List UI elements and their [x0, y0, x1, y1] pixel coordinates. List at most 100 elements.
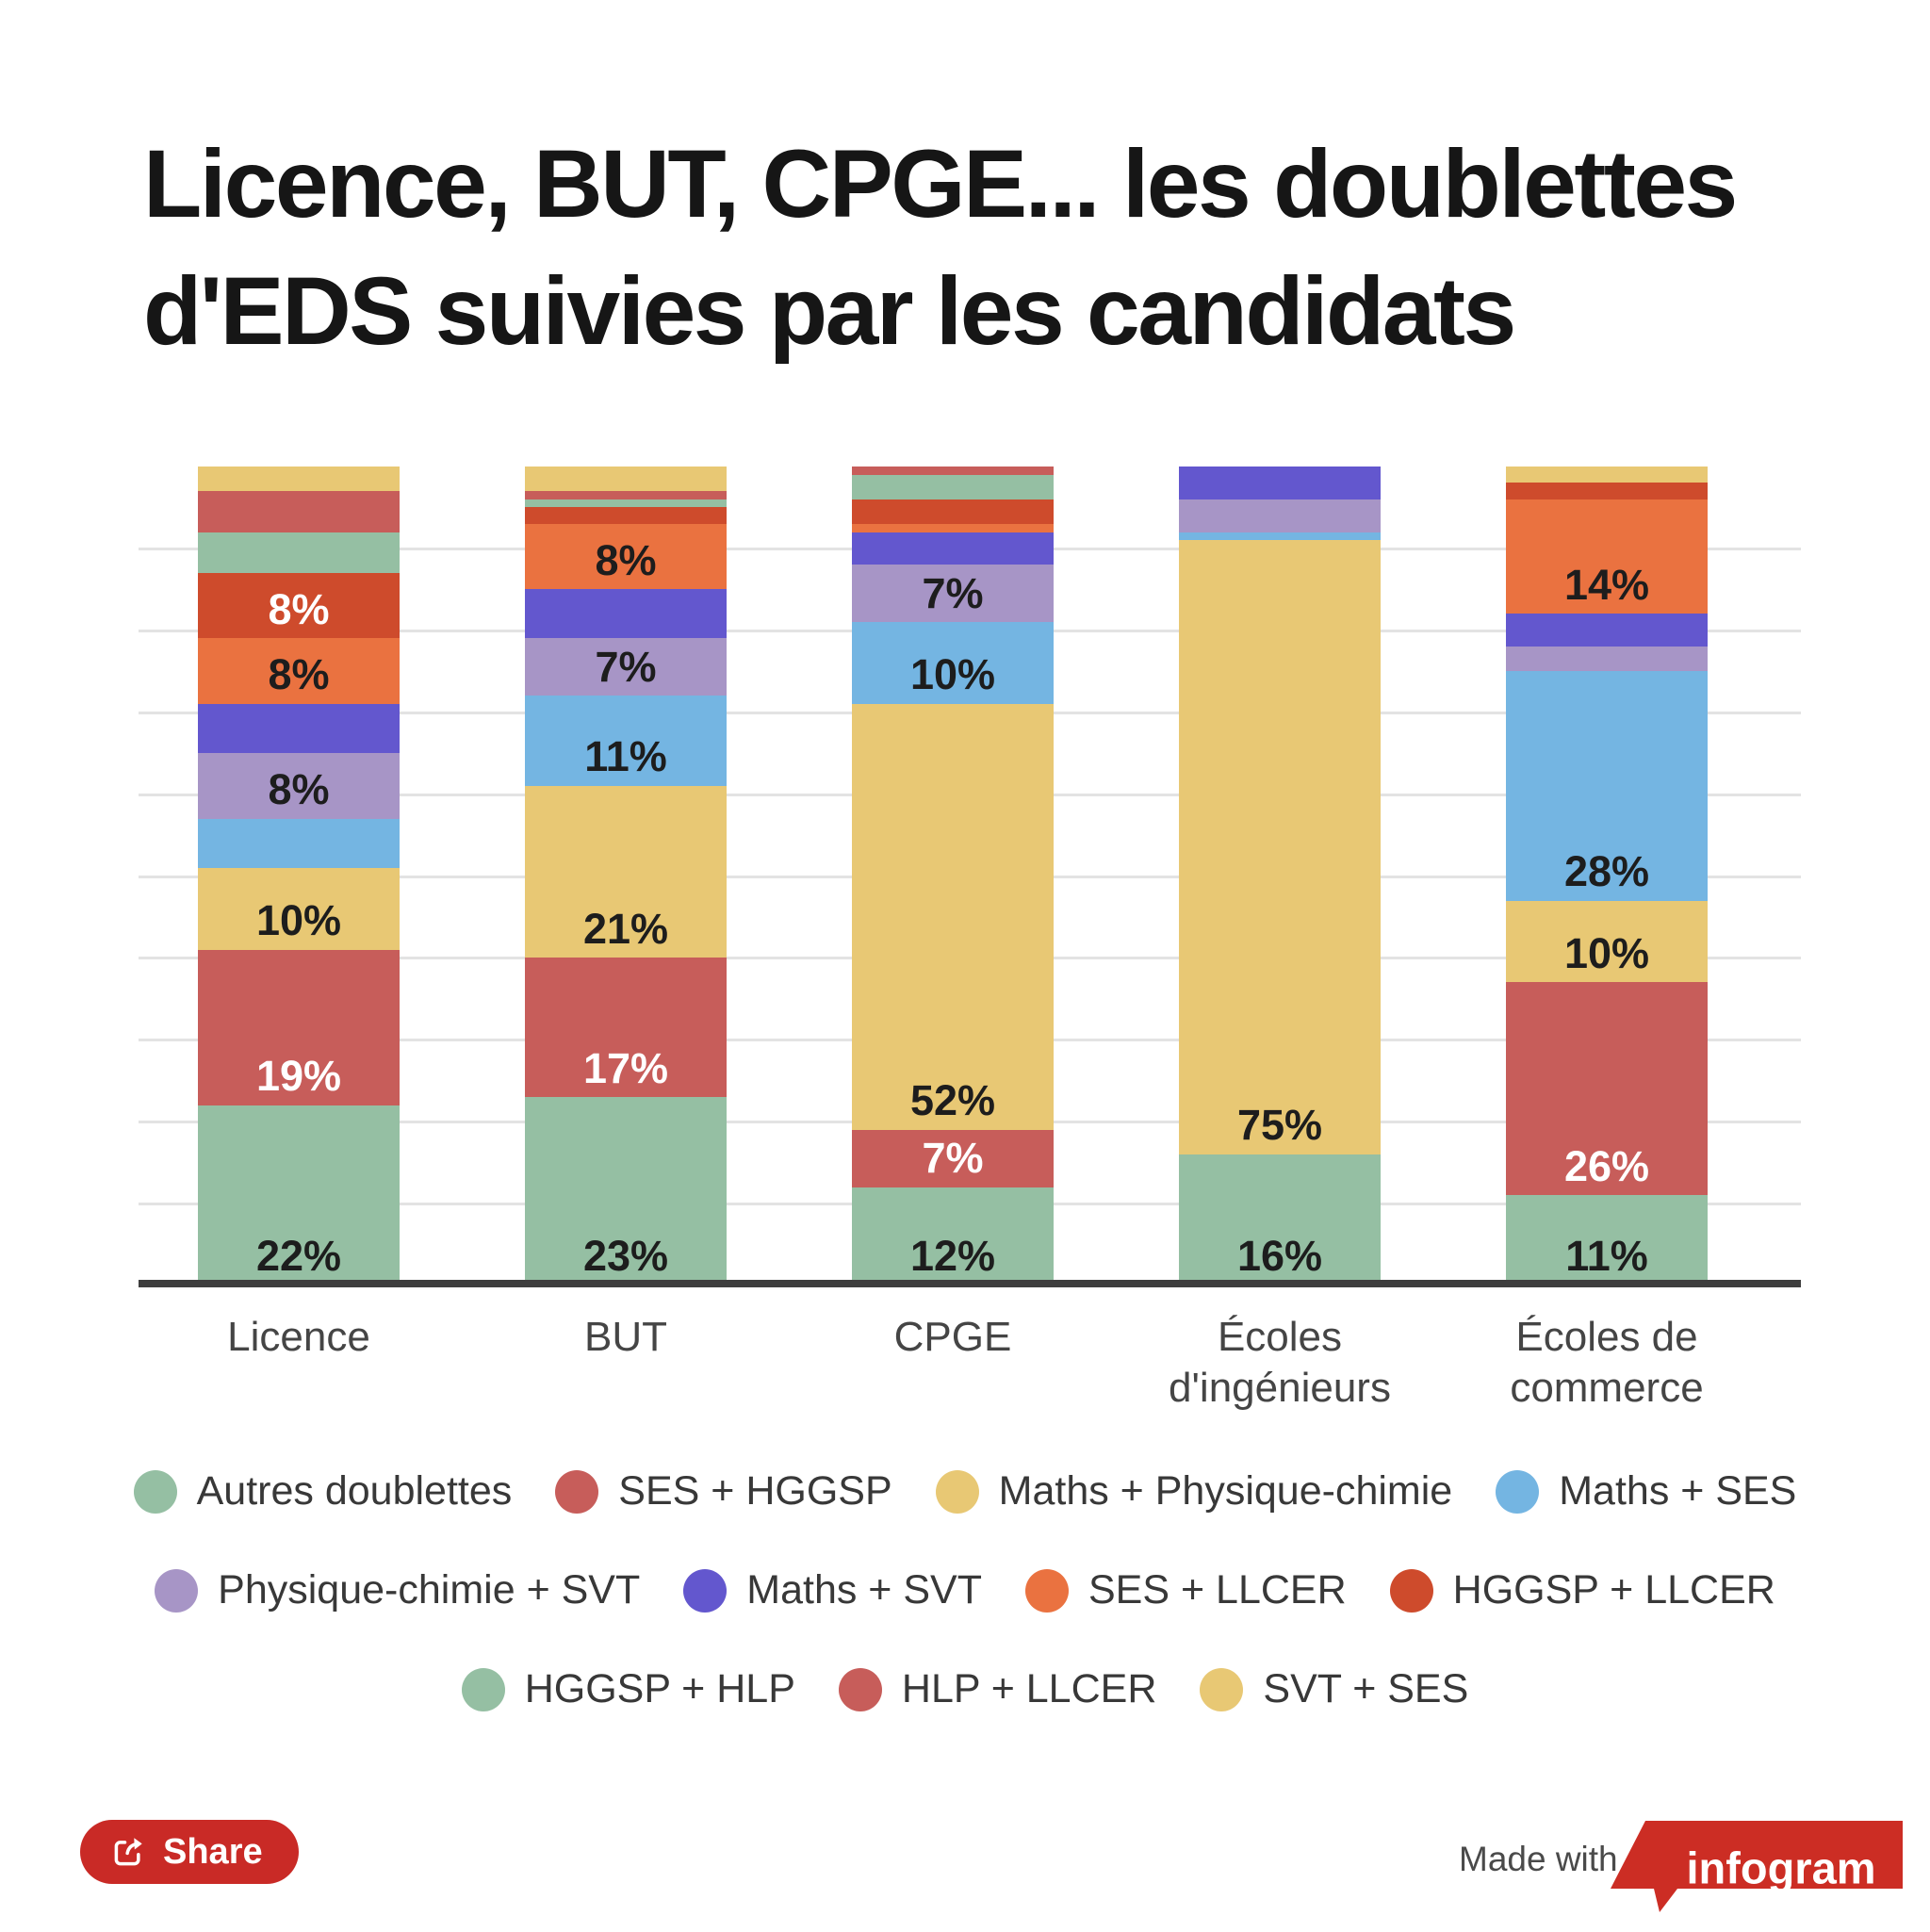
bar-segment[interactable]: 8% [525, 523, 727, 590]
legend-item-physique-chimie-svt[interactable]: Physique-chimie + SVT [155, 1567, 640, 1613]
legend-swatch-icon [155, 1568, 199, 1613]
bar-but: 8% 7% 11% 21% 17% 23% [525, 467, 727, 1285]
segment-value-label: 8% [268, 650, 330, 699]
bar-segment[interactable] [852, 523, 1054, 532]
bar-segment[interactable] [525, 491, 727, 499]
plot-area: 8% 8% 8% 10% 19% 22% 8% 7% 11% 21% 17% 23% 7% 10% 52% 7… [139, 467, 1801, 1411]
bar-segment[interactable] [852, 532, 1054, 565]
bar-segment[interactable]: 21% [525, 785, 727, 958]
legend-row: Physique-chimie + SVT Maths + SVT SES + LL… [0, 1567, 1930, 1613]
legend-item-ses-llcer[interactable]: SES + LLCER [1025, 1567, 1347, 1613]
made-with-text: Made with [1459, 1840, 1618, 1878]
bar-segment[interactable]: 22% [198, 1105, 400, 1285]
segment-value-label: 21% [582, 904, 669, 953]
bar-segment[interactable]: 28% [1506, 671, 1708, 901]
segment-value-label: 52% [909, 1076, 996, 1125]
bar-segment[interactable]: 10% [852, 622, 1054, 704]
legend-item-hggsp-llcer[interactable]: HGGSP + LLCER [1389, 1567, 1775, 1613]
bar-segment[interactable]: 10% [198, 867, 400, 950]
bar-segment[interactable] [198, 703, 400, 754]
bar-segment[interactable] [525, 467, 727, 492]
bar-segment[interactable]: 11% [525, 696, 727, 786]
legend-swatch-icon [838, 1667, 882, 1711]
legend-swatch-icon [133, 1469, 177, 1514]
legend-item-autres-doublettes[interactable]: Autres doublettes [133, 1468, 513, 1514]
bar-segment[interactable]: 8% [198, 753, 400, 819]
bar-segment[interactable]: 23% [525, 1097, 727, 1285]
bar-segment[interactable] [198, 818, 400, 868]
bar-segment[interactable]: 11% [1506, 1195, 1708, 1285]
legend-swatch-icon [461, 1667, 505, 1711]
bar-segment[interactable]: 7% [525, 638, 727, 696]
bar-segment[interactable]: 26% [1506, 982, 1708, 1196]
legend-swatch-icon [683, 1568, 728, 1613]
chart-legend: Autres doublettes SES + HGGSP Maths + Phys… [0, 1468, 1930, 1712]
bar-segment[interactable] [1506, 467, 1708, 483]
bar-segment[interactable] [1179, 532, 1381, 541]
bar-segment[interactable]: 10% [1506, 900, 1708, 983]
bar-segment[interactable]: 75% [1179, 540, 1381, 1154]
segment-value-label: 11% [584, 732, 667, 781]
segment-value-label: 19% [255, 1052, 342, 1101]
segment-value-label: 7% [595, 642, 657, 691]
legend-swatch-icon [1025, 1568, 1069, 1613]
bar-segment[interactable] [852, 499, 1054, 524]
bar-segment[interactable] [1179, 499, 1381, 532]
bar--coles-de-commerce: 14% 28% 10% 26% 11% [1506, 467, 1708, 1285]
legend-label: Maths + Physique-chimie [998, 1468, 1453, 1514]
bar-segment[interactable] [525, 507, 727, 524]
legend-item-hlp-llcer[interactable]: HLP + LLCER [838, 1666, 1157, 1712]
legend-swatch-icon [935, 1469, 979, 1514]
legend-label: Autres doublettes [196, 1468, 513, 1514]
segment-value-label: 8% [268, 765, 330, 814]
segment-value-label: 26% [1563, 1141, 1650, 1190]
legend-label: Physique-chimie + SVT [218, 1567, 641, 1613]
bar-segment[interactable]: 8% [198, 638, 400, 704]
share-button-label: Share [163, 1831, 263, 1872]
segment-value-label: 7% [922, 1134, 984, 1183]
bar-segment[interactable] [198, 532, 400, 573]
category-label: Écoles d'ingénieurs [1169, 1314, 1391, 1411]
bar-segment[interactable] [852, 474, 1054, 499]
legend-item-ses-hggsp[interactable]: SES + HGGSP [555, 1468, 892, 1514]
bar--coles-d-ing-nieurs: 75% 16% [1179, 467, 1381, 1285]
bar-segment[interactable] [852, 467, 1054, 475]
bar-segment[interactable] [198, 467, 400, 492]
bar-segment[interactable]: 7% [852, 1129, 1054, 1187]
bar-segment[interactable]: 19% [198, 949, 400, 1105]
legend-item-hggsp-hlp[interactable]: HGGSP + HLP [461, 1666, 795, 1712]
bar-segment[interactable] [1506, 483, 1708, 499]
legend-label: SES + LLCER [1088, 1567, 1347, 1613]
legend-item-maths-physique-chimie[interactable]: Maths + Physique-chimie [935, 1468, 1453, 1514]
segment-value-label: 10% [255, 896, 342, 945]
share-button[interactable]: Share [80, 1820, 299, 1884]
bar-segment[interactable] [1506, 614, 1708, 647]
legend-item-maths-ses[interactable]: Maths + SES [1496, 1468, 1796, 1514]
bar-segment[interactable]: 52% [852, 703, 1054, 1130]
bar-segment[interactable]: 14% [1506, 499, 1708, 614]
bar-segment[interactable] [1506, 647, 1708, 672]
bar-segment[interactable] [525, 499, 727, 508]
bar-segment[interactable]: 12% [852, 1187, 1054, 1285]
segment-value-label: 12% [909, 1232, 996, 1281]
bar-segment[interactable] [1179, 467, 1381, 499]
infogram-logo-text: infogram [1686, 1842, 1875, 1892]
bar-segment[interactable]: 8% [198, 572, 400, 639]
bar-segment[interactable]: 7% [852, 565, 1054, 623]
legend-item-svt-ses[interactable]: SVT + SES [1200, 1666, 1468, 1712]
bar-segment[interactable]: 16% [1179, 1154, 1381, 1285]
segment-value-label: 23% [582, 1232, 669, 1281]
bar-cpge: 7% 10% 52% 7% 12% [852, 467, 1054, 1285]
bar-segment[interactable] [198, 491, 400, 532]
infogram-logo[interactable]: infogram [1611, 1819, 1903, 1913]
segment-value-label: 17% [582, 1043, 669, 1092]
segment-value-label: 8% [268, 584, 330, 633]
bar-segment[interactable] [525, 589, 727, 639]
bar-segment[interactable]: 17% [525, 958, 727, 1098]
legend-label: SES + HGGSP [618, 1468, 892, 1514]
legend-label: HLP + LLCER [901, 1666, 1157, 1711]
legend-item-maths-svt[interactable]: Maths + SVT [683, 1567, 982, 1613]
category-label: Licence [227, 1314, 370, 1360]
chart-title: Licence, BUT, CPGE... les doublettes d'E… [143, 130, 1738, 365]
